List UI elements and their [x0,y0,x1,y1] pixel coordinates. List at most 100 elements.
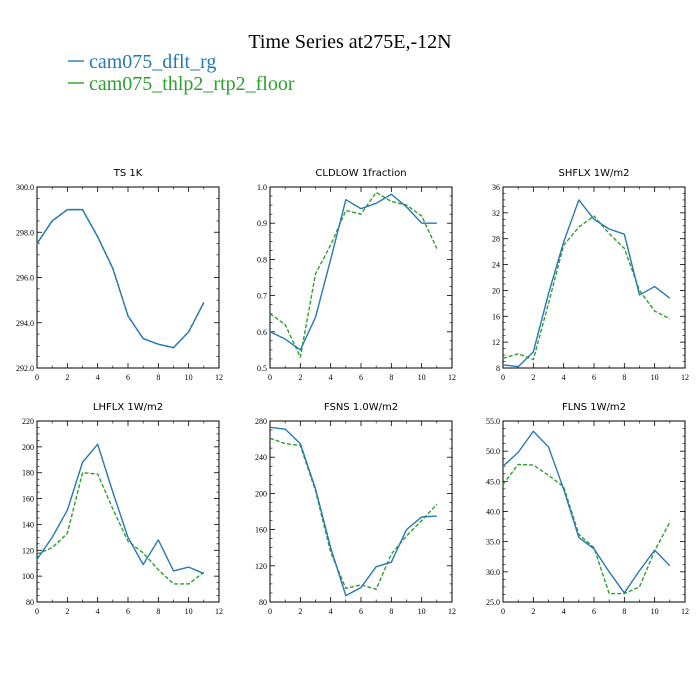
x-tick-label: 2 [298,607,302,616]
plot-frame [502,186,686,369]
x-tick-label: 6 [126,607,130,616]
y-tick-label: 292.0 [16,364,34,373]
y-tick-label: 120 [22,546,34,555]
y-tick-label: 220 [22,417,34,426]
y-tick-label: 180 [22,469,34,478]
x-tick-label: 10 [418,373,426,382]
x-tick-label: 8 [622,373,626,382]
x-tick-label: 12 [448,607,456,616]
x-tick-label: 10 [185,607,193,616]
panel-4: FSNS 1.0W/m2 0 2 4 6 8 10 12 80 120 160 200 240 280 [255,402,456,616]
series-line-0 [36,443,205,575]
x-tick-label: 8 [622,607,626,616]
y-tick-label: 45.0 [486,477,500,486]
series-line-1 [502,215,671,361]
series-line-0 [269,193,437,351]
panel-0: TS 1K 0 2 4 6 8 10 12 292.0 294.0 296.0 298.0 300.0 [16,168,223,382]
series-line-0 [36,208,205,349]
x-tick-label: 6 [359,373,363,382]
x-tick-label: 12 [681,373,689,382]
x-tick-label: 0 [35,373,39,382]
panel-title: FLNS 1W/m2 [562,402,626,413]
x-tick-label: 0 [268,373,272,382]
x-tick-label: 12 [448,373,456,382]
x-tick-label: 8 [156,373,160,382]
x-tick-label: 0 [35,607,39,616]
x-tick-label: 4 [96,373,100,382]
x-tick-label: 2 [65,373,69,382]
panel-title: CLDLOW 1fraction [315,168,406,179]
x-tick-label: 6 [126,373,130,382]
plot-frame [36,420,220,603]
panel-title: LHFLX 1W/m2 [93,402,163,413]
x-tick-label: 0 [268,607,272,616]
series-line-1 [502,463,671,595]
x-tick-label: 10 [418,607,426,616]
y-tick-label: 200 [255,489,267,498]
y-tick-label: 140 [22,520,34,529]
plot-frame [502,420,686,603]
y-tick-label: 0.8 [257,255,267,264]
panel-title: FSNS 1.0W/m2 [324,402,398,413]
x-tick-label: 2 [531,373,535,382]
y-tick-label: 25.0 [486,598,500,607]
x-tick-label: 10 [651,373,659,382]
y-tick-label: 16 [492,312,500,321]
x-tick-label: 0 [501,373,505,382]
x-tick-label: 6 [592,373,596,382]
series-line-1 [269,191,438,358]
y-tick-label: 32 [492,209,500,218]
series-line-0 [269,426,437,597]
y-tick-label: 0.9 [257,219,267,228]
plot-frame [269,420,453,603]
series-line-1 [36,472,205,585]
x-tick-label: 4 [329,607,333,616]
x-tick-label: 4 [562,607,566,616]
x-tick-label: 12 [681,607,689,616]
x-tick-label: 4 [96,607,100,616]
x-tick-label: 6 [359,607,363,616]
legend-label-0: cam075_dflt_rg [89,51,216,73]
panel-3: LHFLX 1W/m2 0 2 4 6 8 10 12 80 100 120 140 160 180 200… [22,402,223,616]
y-tick-label: 35.0 [486,538,500,547]
x-tick-label: 8 [389,607,393,616]
y-tick-label: 120 [255,562,267,571]
y-tick-label: 298.0 [16,228,34,237]
y-tick-label: 80 [259,598,267,607]
series-line-1 [36,208,205,349]
x-tick-label: 10 [651,607,659,616]
y-tick-label: 8 [496,364,500,373]
x-tick-label: 2 [65,607,69,616]
y-tick-label: 280 [255,417,267,426]
y-tick-label: 28 [492,235,500,244]
y-tick-label: 160 [255,526,267,535]
y-tick-label: 0.5 [257,364,267,373]
y-tick-label: 0.6 [257,328,267,337]
x-tick-label: 8 [156,607,160,616]
y-tick-label: 300.0 [16,183,34,192]
y-tick-label: 20 [492,286,500,295]
x-tick-label: 2 [531,607,535,616]
series-line-0 [502,199,671,368]
y-tick-label: 50.0 [486,447,500,456]
y-tick-label: 80 [26,598,34,607]
y-tick-label: 36 [492,183,500,192]
y-tick-label: 200 [22,443,34,452]
y-tick-label: 160 [22,495,34,504]
panel-grid: TS 1K0 2 4 6 8 10 12292.0294.0296.0298.0300.0C… [16,168,689,616]
y-tick-label: 100 [22,572,34,581]
y-tick-label: 24 [492,261,500,270]
x-tick-label: 8 [389,373,393,382]
y-tick-label: 1.0 [257,183,267,192]
y-tick-label: 30.0 [486,568,500,577]
legend: cam075_dflt_rg cam075_thlp2_rtp2_floor [68,51,295,95]
x-tick-label: 4 [562,373,566,382]
x-tick-label: 6 [592,607,596,616]
panel-title: TS 1K [113,168,143,179]
panel-5: FLNS 1W/m2 0 2 4 6 8 10 12 25.0 30.0 35.0 40.0 45.0 5… [486,402,689,616]
figure-title: Time Series at275E,-12N [248,31,451,53]
y-tick-label: 55.0 [486,417,500,426]
series-line-0 [502,430,671,594]
panel-title: SHFLX 1W/m2 [559,168,630,179]
